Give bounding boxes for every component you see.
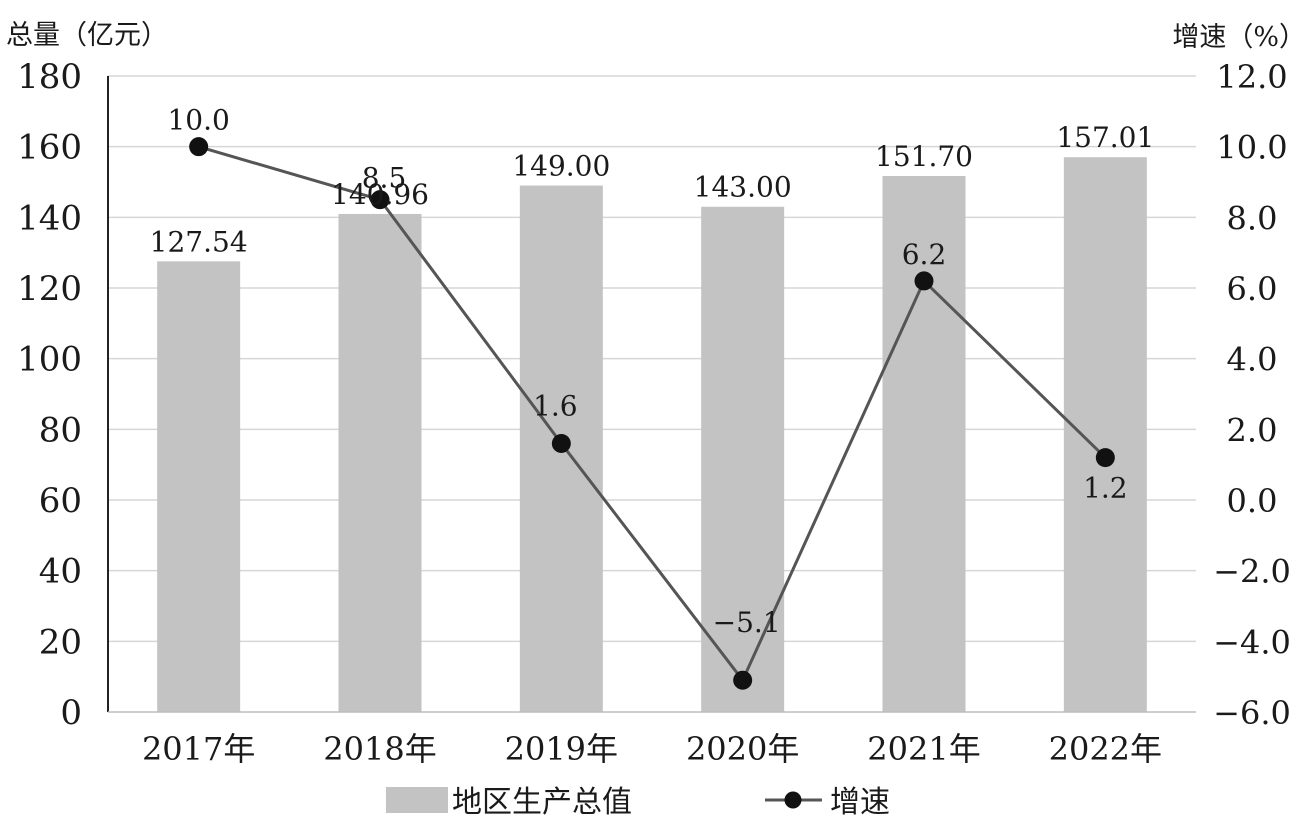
data-labels: 127.54 140.96 149.00 143.00 151.70 157.01 10.0… — [150, 104, 1155, 640]
legend-bar-label: 地区生产总值 — [452, 785, 632, 820]
growth-value-label: 10.0 — [167, 104, 229, 137]
y-right-tick-label: 10.0 — [1216, 129, 1287, 167]
bar-value-label: 149.00 — [512, 150, 610, 183]
y-right-tick-label: 6.0 — [1227, 270, 1278, 308]
bar-value-label: 143.00 — [694, 171, 792, 204]
legend-line-label: 增速 — [830, 785, 890, 820]
y-left-tick-label: 40 — [39, 552, 82, 592]
bar — [701, 206, 785, 712]
gridlines — [108, 75, 1196, 643]
bar-series — [157, 157, 1147, 713]
line-series — [189, 137, 1115, 690]
x-tick-label: 2022年 — [1049, 730, 1162, 768]
y-right-tick-label: 2.0 — [1227, 411, 1278, 449]
growth-point — [1095, 448, 1115, 468]
y-right-tick-label: 0.0 — [1227, 482, 1278, 520]
growth-value-label: 6.2 — [902, 238, 947, 271]
y-right-tick-label: −6.0 — [1213, 694, 1291, 732]
legend-bar-swatch — [386, 787, 448, 813]
y-left-tick-label: 100 — [17, 340, 82, 380]
y-left-tick-label: 140 — [17, 198, 82, 238]
y-right-axis-title: 增速（%） — [1172, 22, 1306, 53]
growth-value-label: 8.5 — [362, 162, 407, 195]
y-right-tick-label: −4.0 — [1213, 623, 1291, 661]
y-left-tick-label: 160 — [17, 128, 82, 168]
bar-value-label: 157.01 — [1056, 121, 1154, 154]
growth-value-label: 1.6 — [533, 389, 578, 422]
bar-value-label: 127.54 — [150, 225, 248, 258]
y-right-tick-label: 4.0 — [1227, 341, 1278, 379]
bar-value-label: 140.96 — [331, 178, 429, 211]
bar — [338, 213, 422, 712]
growth-point — [914, 271, 934, 291]
y-left-axis-title: 总量（亿元） — [6, 20, 168, 51]
bar — [157, 261, 241, 712]
y-left-tick-label: 0 — [60, 693, 82, 733]
x-tick-label: 2021年 — [867, 730, 980, 768]
bar — [1063, 157, 1147, 713]
legend-line-marker — [784, 791, 802, 809]
growth-point — [370, 190, 390, 210]
growth-line — [198, 145, 1107, 684]
growth-point — [733, 670, 753, 690]
y-right-tick-label: −2.0 — [1213, 553, 1291, 591]
x-tick-label: 2017年 — [142, 730, 255, 768]
y-right-tick-label: 12.0 — [1216, 58, 1287, 96]
y-left-tick-label: 120 — [17, 269, 82, 309]
growth-point — [551, 433, 571, 453]
bar-value-label: 151.70 — [875, 140, 973, 173]
growth-value-label: 1.2 — [1083, 472, 1128, 505]
x-tick-label: 2020年 — [686, 730, 799, 768]
y-left-tick-label: 60 — [39, 481, 82, 521]
axes: 0 20 40 60 80 100 120 140 160 180 −6.0 −4.0 −2.0 0.0 2… — [6, 20, 1306, 768]
y-right-tick-label: 8.0 — [1227, 199, 1278, 237]
y-left-tick-label: 80 — [39, 410, 82, 450]
legend: 地区生产总值 增速 — [386, 785, 890, 820]
y-left-tick-label: 20 — [39, 622, 82, 662]
x-tick-label: 2018年 — [323, 730, 436, 768]
x-tick-label: 2019年 — [505, 730, 618, 768]
y-left-tick-label: 180 — [17, 57, 82, 97]
bar — [882, 175, 966, 712]
growth-point — [189, 137, 209, 157]
growth-value-label: −5.1 — [713, 606, 781, 639]
